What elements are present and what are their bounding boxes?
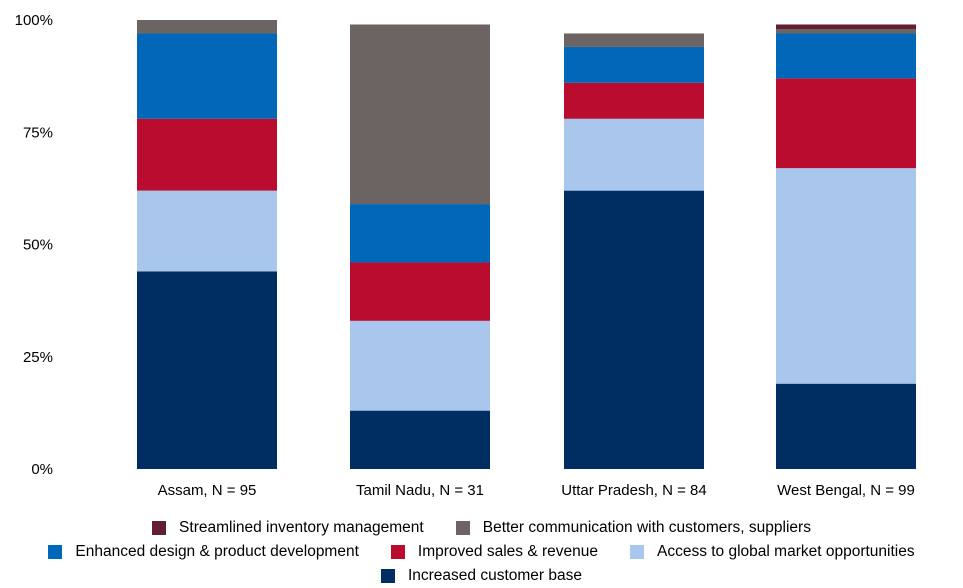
x-tick-label: Assam, N = 95 [158,482,257,499]
legend-label: Increased customer base [407,567,583,584]
bar-segment [564,33,704,47]
bar-segment [776,28,916,34]
bar-segment [776,33,916,79]
legend-label: Enhanced design & product development [75,543,359,560]
bar-segment [776,24,916,29]
legend-item: Increased customer base [380,567,583,585]
x-tick-label: Uttar Pradesh, N = 84 [561,482,707,499]
x-tick-label: Tamil Nadu, N = 31 [356,482,484,499]
bar-segment [564,118,704,191]
bars [137,20,916,469]
bar-segment [564,46,704,83]
legend-swatch [48,545,63,559]
legend-item: Improved sales & revenue [390,543,598,561]
legend-label: Streamlined inventory management [179,519,424,536]
bar-segment [137,20,277,34]
bar-segment [350,204,490,263]
bar-segment [137,118,277,191]
bar-segment [564,82,704,119]
bar-segment [776,383,916,469]
bar-segment [137,190,277,272]
stacked-bar-chart: 0% 25% 50% 75% 100% Assam, N = 95 Tamil Nadu,… [15,12,916,499]
legend-label: Improved sales & revenue [417,543,598,560]
legend-swatch [390,545,405,559]
legend-swatch [380,569,395,583]
y-tick-label: 25% [23,349,53,366]
legend-swatch [455,521,470,535]
x-axis: Assam, N = 95 Tamil Nadu, N = 31 Uttar Pra… [158,482,915,499]
y-tick-label: 75% [23,124,53,141]
y-tick-label: 0% [31,461,53,478]
legend-row: Streamlined inventory management Better c… [0,516,963,540]
bar-segment [137,33,277,119]
legend-label: Better communication with customers, sup… [482,519,811,536]
y-axis: 0% 25% 50% 75% 100% [15,12,53,478]
legend-swatch [629,545,644,559]
legend-label: Access to global market opportunities [656,543,915,560]
legend-row: Increased customer base [0,564,963,588]
legend-item: Enhanced design & product development [48,543,359,561]
bar-segment [564,190,704,469]
y-tick-label: 100% [15,12,53,29]
legend-item: Streamlined inventory management [152,519,424,537]
bar-segment [137,271,277,469]
bar-segment [776,168,916,384]
bar-segment [776,78,916,169]
bar-segment [350,410,490,469]
bar-segment [350,320,490,411]
bar-segment [350,24,490,205]
legend-item: Better communication with customers, sup… [455,519,811,537]
legend-row: Enhanced design & product development Imp… [0,540,963,564]
y-tick-label: 50% [23,237,53,254]
bar-segment [350,262,490,321]
x-tick-label: West Bengal, N = 99 [777,482,915,499]
legend-item: Access to global market opportunities [629,543,915,561]
legend: Streamlined inventory management Better c… [0,516,963,588]
legend-swatch [152,521,167,535]
